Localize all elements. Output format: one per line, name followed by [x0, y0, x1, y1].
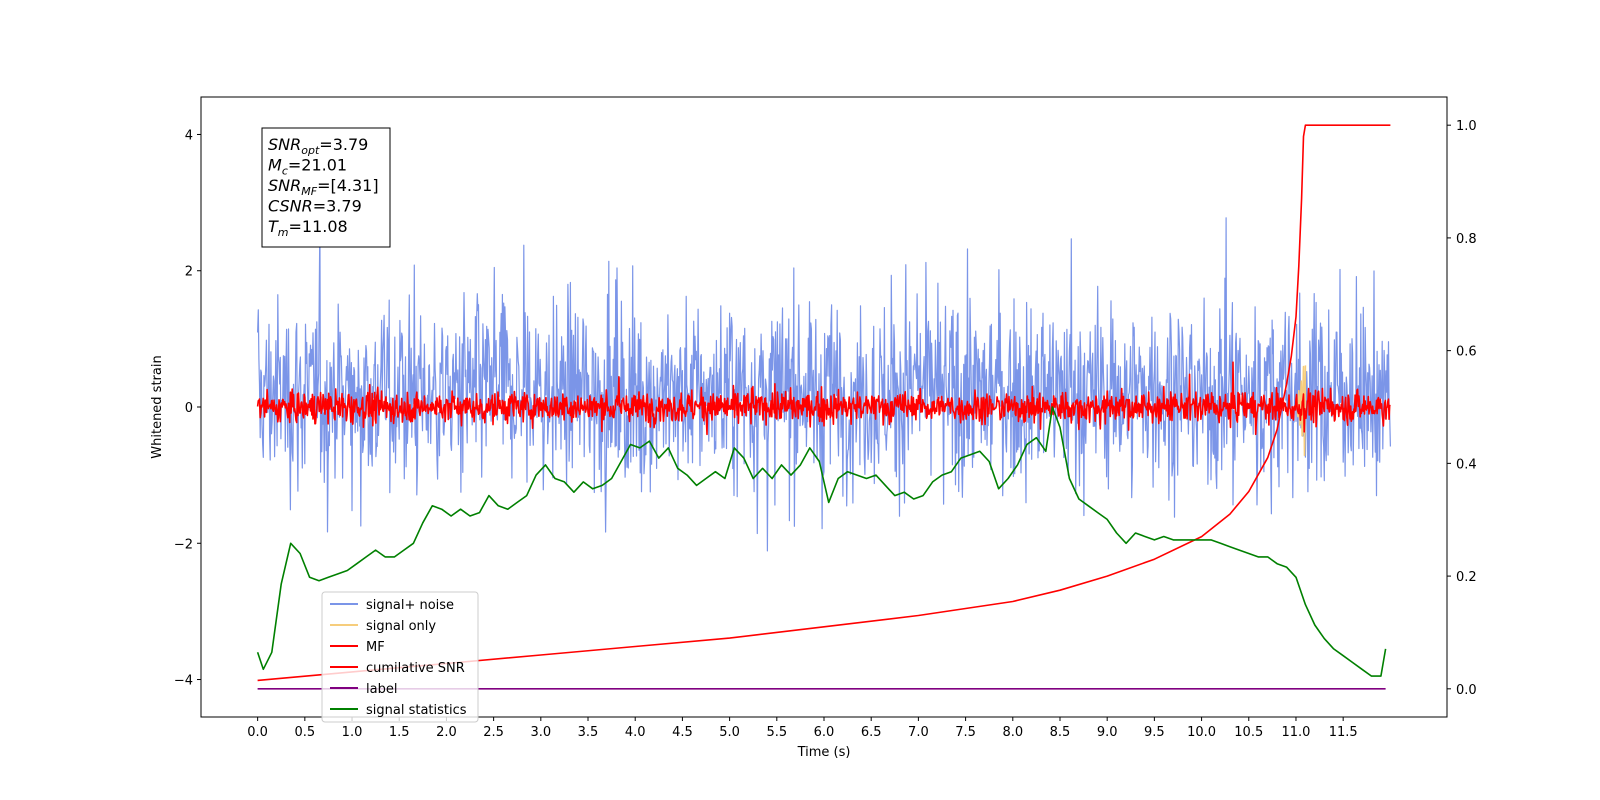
legend-label: label — [366, 682, 397, 697]
annotation-line: SNRopt=3.79 — [268, 135, 368, 157]
x-tick-label: 8.5 — [1050, 725, 1071, 740]
annotation-line: Mc=21.01 — [268, 156, 347, 178]
annotation-frame — [261, 127, 391, 248]
annotation-value: =3.79 — [319, 135, 368, 154]
x-tick-label: 1.5 — [389, 725, 410, 740]
y2-tick-label: 0.8 — [1456, 232, 1477, 247]
annotation-line: Tm=11.08 — [268, 217, 348, 239]
x-tick-label: 11.0 — [1281, 725, 1310, 740]
legend-label: MF — [366, 640, 385, 655]
legend-label: signal+ noise — [366, 598, 454, 613]
stats-annotation-box: SNRopt=3.79Mc=21.01SNRMF=[4.31]CSNR=3.79… — [261, 127, 391, 248]
x-tick-label: 9.0 — [1097, 725, 1118, 740]
legend-label: signal statistics — [366, 703, 467, 718]
x-tick-label: 5.5 — [766, 725, 787, 740]
y-tick-label: 0 — [185, 401, 193, 416]
annotation-symbol: SNR — [268, 176, 301, 195]
series-line — [257, 124, 1391, 682]
series-line — [256, 361, 1391, 436]
x-tick-label: 3.0 — [530, 725, 551, 740]
annotation-value: =3.79 — [313, 197, 362, 216]
annotation-subscript: c — [282, 165, 288, 178]
annotation-line: SNRMF=[4.31] — [268, 176, 379, 198]
annotation-symbol: SNR — [268, 135, 301, 154]
x-tick-label: 1.0 — [342, 725, 363, 740]
annotation-value: =11.08 — [289, 217, 348, 236]
x-axis-label: Time (s) — [797, 745, 851, 760]
annotation-value: =21.01 — [288, 156, 347, 175]
annotation-subscript: opt — [301, 144, 320, 157]
series-signal-statistics — [256, 406, 1387, 677]
x-tick-label: 10.5 — [1234, 725, 1263, 740]
y-tick-label: −4 — [174, 674, 193, 689]
x-tick-label: 7.5 — [955, 725, 976, 740]
x-tick-label: 7.0 — [908, 725, 929, 740]
legend-frame — [321, 591, 479, 723]
x-tick-label: 4.5 — [672, 725, 693, 740]
y-axis-label: Whitened strain — [150, 355, 165, 458]
y2-tick-label: 0.0 — [1456, 683, 1477, 698]
annotation-symbol: CSNR — [268, 197, 313, 216]
y-tick-label: 2 — [185, 265, 193, 280]
x-tick-label: 3.5 — [578, 725, 599, 740]
annotation-line: CSNR=3.79 — [268, 197, 362, 216]
x-tick-label: 0.0 — [247, 725, 268, 740]
x-tick-label: 6.0 — [814, 725, 835, 740]
y2-tick-label: 0.2 — [1456, 570, 1477, 585]
legend-label: signal only — [366, 619, 436, 634]
x-tick-label: 10.0 — [1187, 725, 1216, 740]
x-tick-label: 9.5 — [1144, 725, 1165, 740]
y2-axis-ticks: 1.0 0.8 0.6 0.4 0.2 0.0 — [1447, 119, 1477, 698]
series-mf — [256, 361, 1391, 436]
y-tick-label: 4 — [185, 128, 193, 143]
legend-label: cumilative SNR — [366, 661, 465, 676]
y-axis-ticks: 4 2 0 −2 −4 — [174, 128, 201, 689]
x-tick-label: 2.0 — [436, 725, 457, 740]
legend: signal+ noise signal only MF cumilative SNR… — [321, 591, 479, 723]
x-tick-label: 2.5 — [483, 725, 504, 740]
y2-tick-label: 1.0 — [1456, 119, 1477, 134]
x-tick-label: 6.5 — [861, 725, 882, 740]
series-cumilative-snr — [257, 124, 1391, 682]
annotation-value: =[4.31] — [317, 176, 379, 195]
annotation-subscript: MF — [301, 185, 317, 198]
y2-tick-label: 0.6 — [1456, 345, 1477, 360]
x-axis-ticks: 0.0 0.5 1.0 1.5 2.0 2.5 3.0 3.5 4.0 4.5 5.0 5.5 6.0 6… — [247, 717, 1358, 740]
series-line — [256, 406, 1387, 677]
annotation-symbol: M — [268, 156, 282, 175]
x-tick-label: 0.5 — [294, 725, 315, 740]
annotation-symbol: T — [268, 217, 279, 236]
y2-tick-label: 0.4 — [1456, 457, 1477, 472]
x-tick-label: 8.0 — [1002, 725, 1023, 740]
x-tick-label: 4.0 — [625, 725, 646, 740]
x-tick-label: 5.0 — [719, 725, 740, 740]
x-tick-label: 11.5 — [1329, 725, 1358, 740]
y-tick-label: −2 — [174, 537, 193, 552]
series-line — [257, 217, 1391, 552]
series-signal-noise — [257, 217, 1391, 552]
annotation-subscript: m — [278, 226, 289, 239]
